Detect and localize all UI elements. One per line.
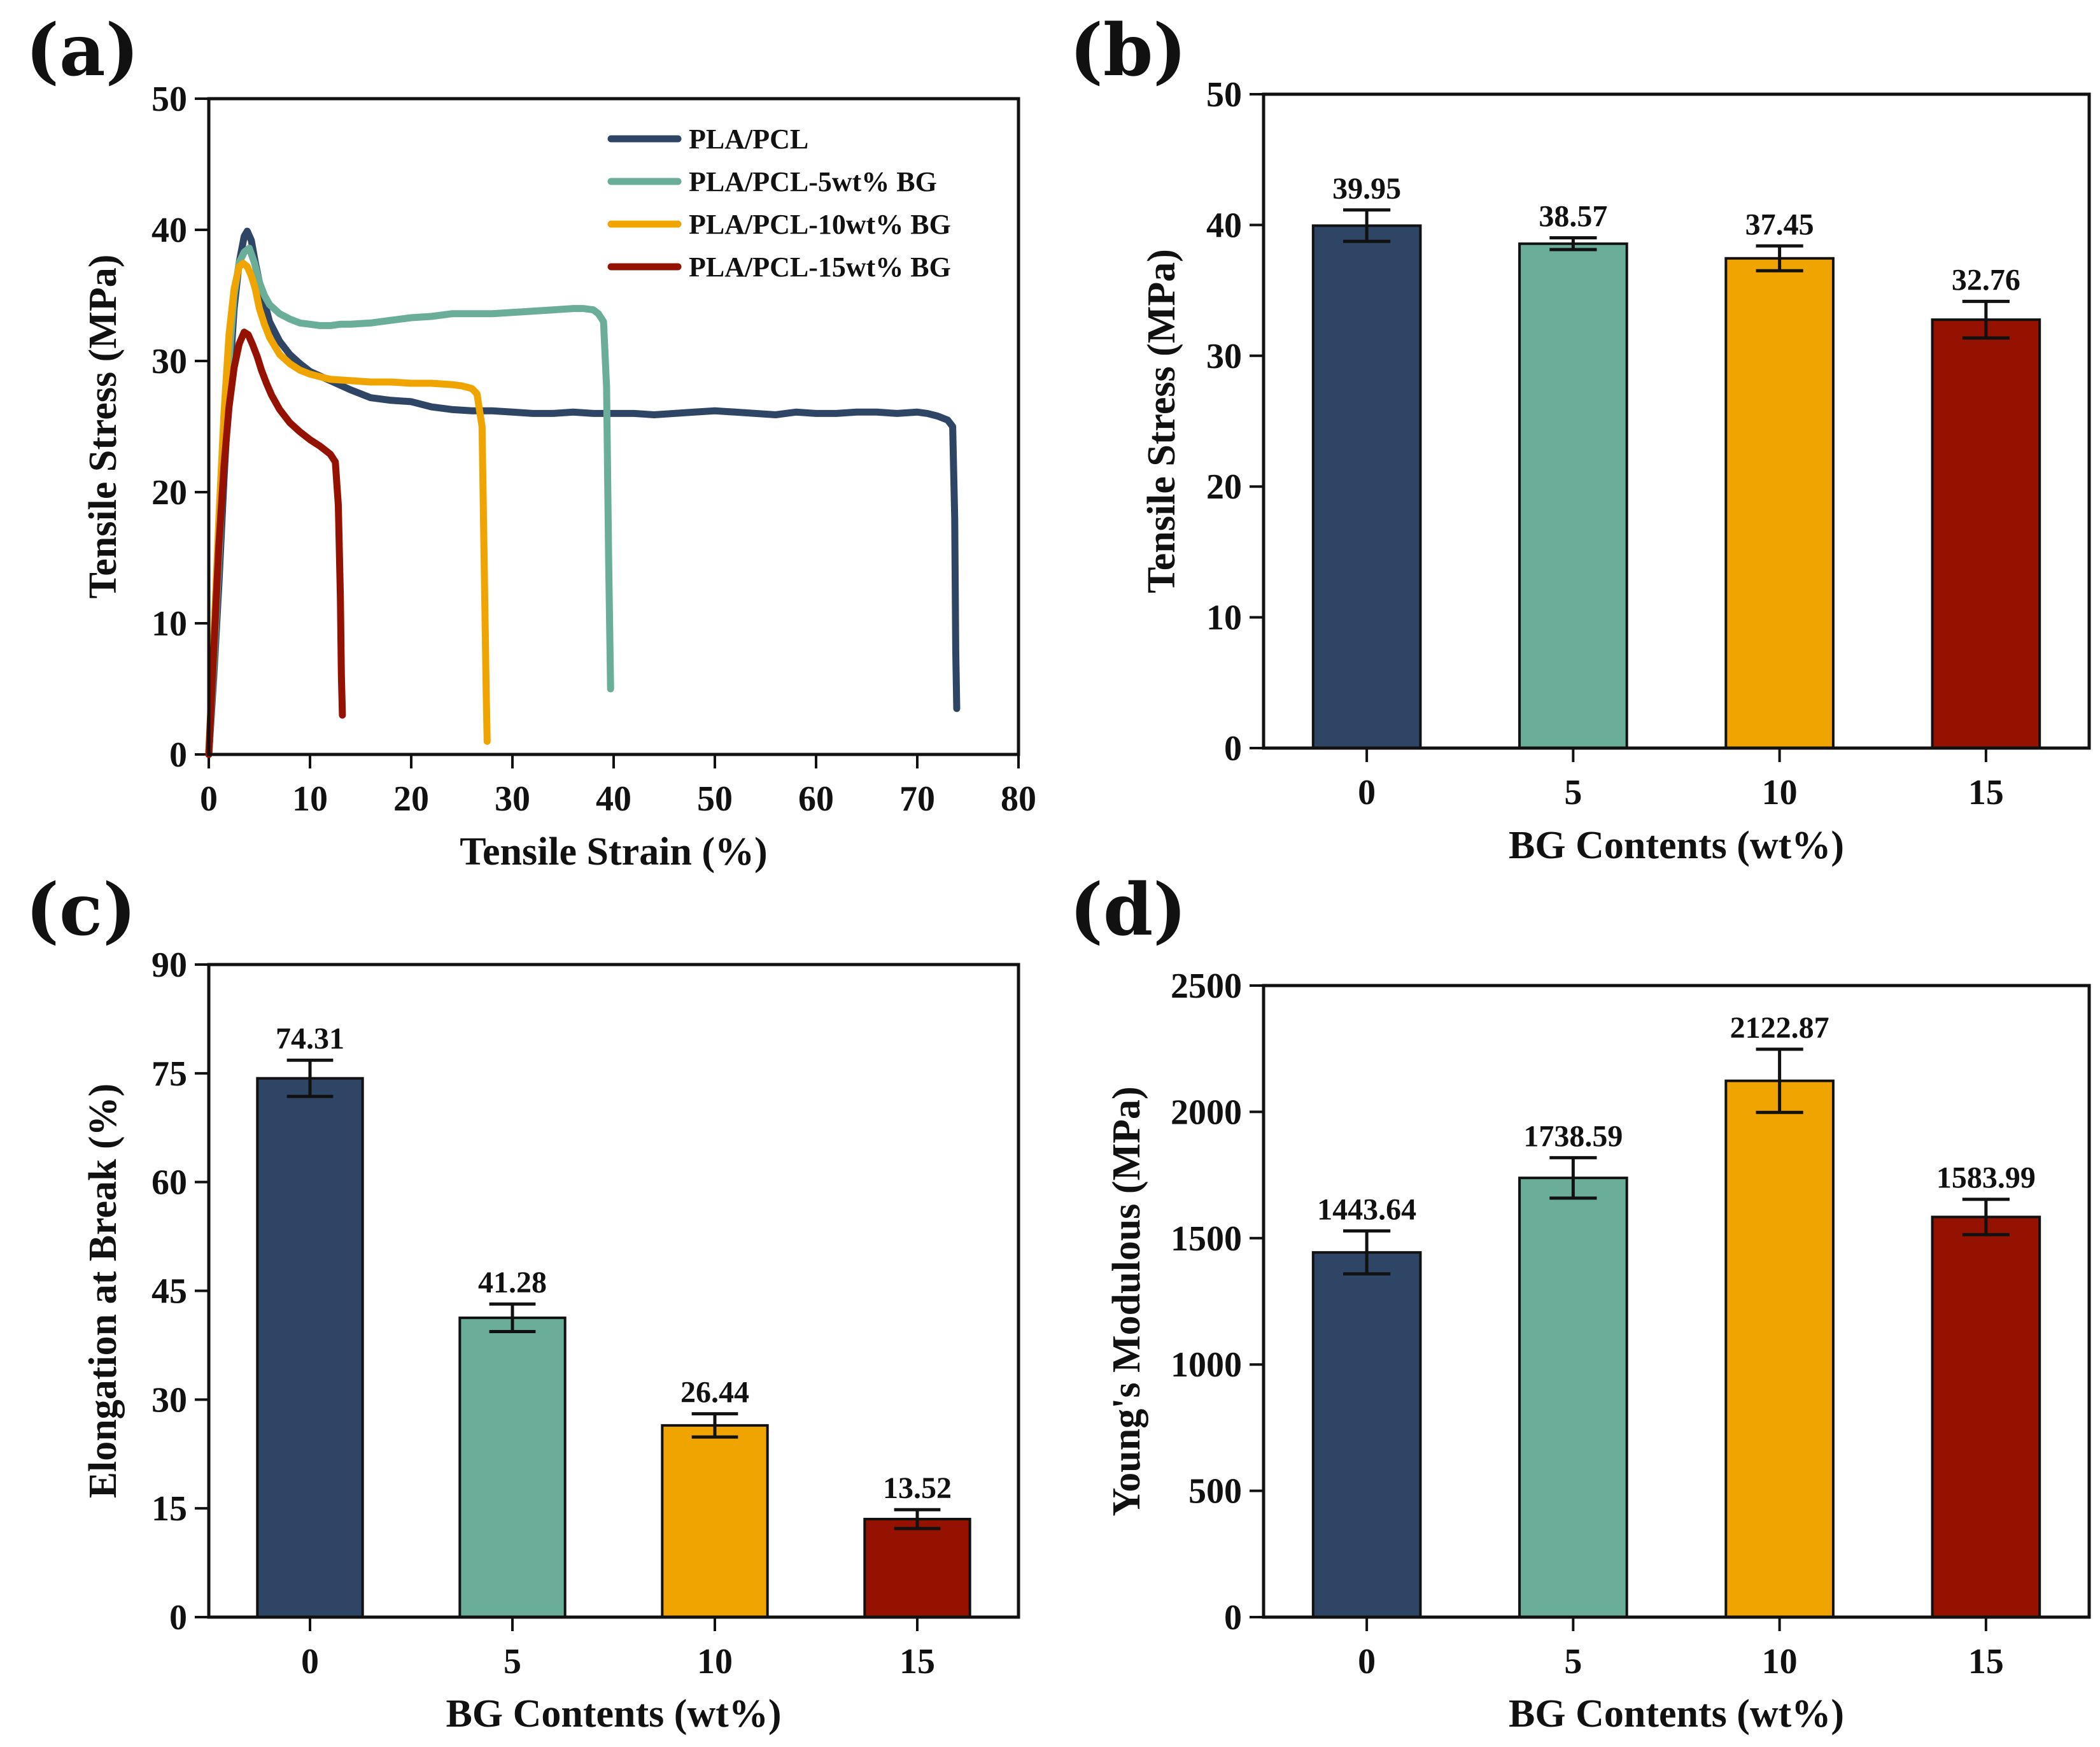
legend-entry-3: PLA/PCL-15wt% BG — [689, 251, 951, 283]
bar-15 — [1931, 318, 2041, 749]
panel-label-c: (c) — [25, 868, 136, 952]
x-tick-label: 40 — [596, 779, 631, 819]
plot-frame — [1262, 984, 2091, 1619]
data-label-10: 37.45 — [1745, 208, 1814, 241]
y-tick-label: 15 — [152, 1489, 187, 1529]
y-tick-label: 20 — [1206, 467, 1242, 507]
x-tick-label: 0 — [301, 1642, 319, 1681]
y-tick-label: 10 — [152, 604, 187, 644]
x-tick-label: 60 — [798, 779, 834, 819]
x-tick-label: 0 — [1358, 773, 1376, 812]
data-label-10: 26.44 — [680, 1376, 749, 1410]
y-tick-label: 75 — [152, 1054, 187, 1094]
series-line-2 — [205, 260, 491, 758]
y-tick-label: 2500 — [1171, 966, 1242, 1006]
bar-0 — [1311, 224, 1422, 749]
series-line-3 — [205, 329, 346, 758]
x-tick-label: 5 — [1564, 773, 1582, 812]
bar-10 — [661, 1424, 769, 1618]
x-axis-title: BG Contents (wt%) — [1509, 1692, 1844, 1736]
plot-frame — [207, 963, 1020, 1619]
y-tick-label: 20 — [152, 473, 187, 513]
data-label-5: 1738.59 — [1523, 1119, 1623, 1153]
x-axis-title: BG Contents (wt%) — [446, 1692, 782, 1736]
x-tick-label: 10 — [697, 1642, 733, 1681]
bar-5 — [458, 1316, 567, 1619]
plot-frame — [207, 97, 1020, 756]
bar-10 — [1724, 1079, 1835, 1618]
data-label-0: 74.31 — [276, 1022, 344, 1056]
panel-a-line-chart: 0 10 20 30 40 50 Tensile Strain (%) Tensile Str… — [81, 80, 1036, 873]
y-tick-label: 1500 — [1171, 1219, 1242, 1259]
y-tick-label: 45 — [152, 1272, 187, 1312]
x-tick-label: 80 — [1001, 779, 1036, 819]
y-tick-label: 2000 — [1171, 1093, 1242, 1132]
y-axis-title: Young's Modulous (MPa) — [1105, 1086, 1148, 1516]
bar-10 — [1724, 257, 1835, 750]
y-tick-label: 30 — [152, 342, 187, 381]
y-tick-label: 30 — [1206, 337, 1242, 376]
y-tick-label: 500 — [1188, 1472, 1242, 1511]
x-axis-title: BG Contents (wt%) — [1509, 824, 1844, 867]
x-tick-label: 0 — [200, 779, 218, 819]
data-label-10: 2122.87 — [1730, 1011, 1829, 1045]
data-label-15: 13.52 — [883, 1471, 952, 1505]
y-tick-label: 60 — [152, 1163, 187, 1203]
y-tick-label: 1000 — [1171, 1345, 1242, 1385]
bar-5 — [1518, 1177, 1628, 1618]
y-axis-title: Elongation at Break (%) — [81, 1084, 125, 1499]
panel-label-a: (a) — [25, 9, 139, 92]
y-tick-label: 10 — [1206, 598, 1242, 638]
y-tick-label: 0 — [1224, 729, 1242, 768]
x-tick-label: 50 — [697, 779, 733, 819]
data-label-15: 32.76 — [1952, 263, 2020, 297]
x-tick-label: 5 — [1564, 1642, 1582, 1681]
legend-entry-0: PLA/PCL — [689, 124, 808, 155]
data-label-0: 39.95 — [1332, 172, 1401, 206]
y-tick-label: 0 — [169, 1598, 187, 1637]
panel-label-b: (b) — [1069, 9, 1187, 92]
bar-15 — [863, 1518, 971, 1618]
panel-c-bar-chart: 0 15 30 45 60 75 90 BG Contents (wt%) Elongation… — [81, 945, 1020, 1736]
bar-0 — [1311, 1251, 1422, 1619]
x-tick-label: 70 — [899, 779, 935, 819]
y-tick-label: 90 — [152, 945, 187, 985]
y-tick-label: 0 — [1224, 1598, 1242, 1637]
y-tick-label: 50 — [152, 80, 187, 119]
series-line-0 — [205, 227, 961, 758]
y-tick-label: 0 — [169, 735, 187, 775]
y-tick-label: 50 — [1206, 75, 1242, 115]
y-tick-label: 40 — [152, 211, 187, 250]
x-tick-label: 10 — [1762, 773, 1798, 812]
x-tick-label: 30 — [495, 779, 530, 819]
bar-0 — [256, 1077, 364, 1618]
data-label-0: 1443.64 — [1317, 1192, 1416, 1226]
panel-d-bar-chart: 0 500 1000 1500 2000 2500 BG Contents (wt%) You… — [1105, 966, 2091, 1736]
y-axis-title: Tensile Stress (MPa) — [1140, 249, 1183, 593]
legend-entry-2: PLA/PCL-10wt% BG — [689, 209, 951, 240]
data-label-5: 41.28 — [478, 1266, 547, 1299]
series-line-1 — [205, 244, 614, 758]
x-tick-label: 15 — [1968, 773, 2004, 812]
bar-5 — [1518, 242, 1628, 749]
plot-frame — [1262, 92, 2091, 750]
y-tick-label: 40 — [1206, 206, 1242, 245]
x-tick-label: 10 — [1762, 1642, 1798, 1681]
x-tick-label: 5 — [504, 1642, 521, 1681]
data-label-5: 38.57 — [1539, 200, 1607, 234]
y-tick-label: 30 — [152, 1380, 187, 1420]
panel-label-d: (d) — [1069, 868, 1187, 952]
x-tick-label: 15 — [899, 1642, 935, 1681]
data-label-15: 1583.99 — [1936, 1161, 2036, 1195]
x-tick-label: 15 — [1968, 1642, 2004, 1681]
bar-15 — [1931, 1215, 2041, 1618]
x-tick-label: 10 — [292, 779, 328, 819]
x-tick-label: 20 — [393, 779, 429, 819]
y-axis-title: Tensile Stress (MPa) — [81, 255, 125, 599]
x-axis-title: Tensile Strain (%) — [460, 830, 767, 873]
x-tick-label: 0 — [1358, 1642, 1376, 1681]
legend-entry-1: PLA/PCL-5wt% BG — [689, 166, 937, 197]
